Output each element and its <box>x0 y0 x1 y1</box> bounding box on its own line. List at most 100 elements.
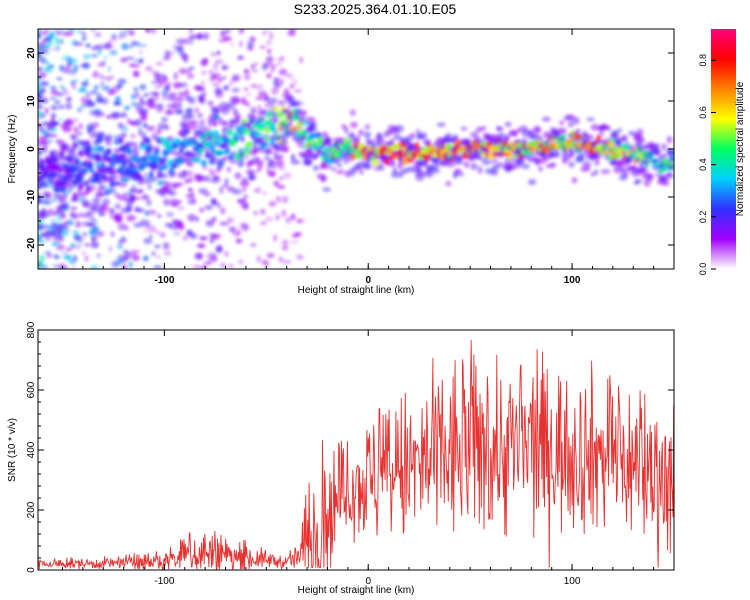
spectrogram-halo-cell <box>294 108 301 117</box>
spectrogram-noise-cell <box>252 210 259 216</box>
spectrogram-noise-cell <box>63 254 73 261</box>
spectrogram-halo-cell <box>320 175 327 182</box>
spectrogram-halo-cell <box>463 161 470 168</box>
colorbar-label: Normalized spectral amplitude <box>735 81 746 216</box>
spectrogram-halo-cell <box>106 134 113 141</box>
spectrogram-noise-cell <box>95 44 104 50</box>
spectrogram-noise-cell <box>220 206 226 215</box>
spectrogram-halo-cell <box>600 169 611 175</box>
spectrogram-halo-cell <box>177 171 183 179</box>
spectrogram-noise-cell <box>43 67 53 74</box>
spectrogram-halo-cell <box>187 153 198 160</box>
spectrogram-halo-cell <box>132 163 139 169</box>
spectrogram-halo-cell <box>239 180 250 187</box>
spectrogram-halo-cell <box>633 137 643 142</box>
spectrogram-ridge-cell <box>226 129 233 137</box>
spectrogram-noise-cell <box>181 53 189 61</box>
spectrogram-halo-cell <box>586 117 595 122</box>
spectrogram-noise-cell <box>284 73 294 78</box>
snr-y-tick-label: 400 <box>26 441 37 458</box>
spectrogram-noise-cell <box>159 232 166 238</box>
spectrogram-noise-cell <box>133 59 139 62</box>
spectrogram-noise-cell <box>50 89 59 96</box>
spectrogram-noise-cell <box>121 263 128 269</box>
spectrogram-halo-cell <box>234 172 242 180</box>
spectrogram-ridge-cell <box>122 160 127 168</box>
spectrogram-noise-cell <box>299 56 304 64</box>
spectrogram-halo-cell <box>648 173 655 179</box>
spectrogram-noise-cell <box>162 94 166 101</box>
snr-axes: -100 0 100 0 200 400 600 800 <box>26 321 675 587</box>
spectrogram-noise-cell <box>241 99 248 106</box>
spectrogram-halo-cell <box>426 169 431 174</box>
spectrogram-noise-cell <box>73 255 77 262</box>
spectrogram-noise-cell <box>289 83 295 89</box>
spectrogram-halo-cell <box>77 191 88 198</box>
spectrogram-halo-cell <box>290 159 301 165</box>
spectrogram-ridge-cell <box>271 127 278 134</box>
spectrogram-halo-cell <box>311 154 318 161</box>
spectrogram-noise-cell <box>96 253 101 258</box>
spectrogram-halo-cell <box>541 116 551 122</box>
spectrogram-noise-cell <box>82 32 87 36</box>
spectrogram-ridge-cell <box>83 180 89 186</box>
spectrogram-noise-cell <box>121 132 127 138</box>
spectrogram-halo-cell <box>143 237 153 245</box>
spectrogram-noise-cell <box>186 68 192 74</box>
spectrogram-halo-cell <box>80 182 85 187</box>
spectrogram-halo-cell <box>133 152 140 158</box>
spectrogram-noise-cell <box>279 176 284 180</box>
spectrogram-noise-cell <box>90 218 96 221</box>
spectrogram-noise-cell <box>91 29 96 32</box>
spectrogram-noise-cell <box>41 264 49 268</box>
spectrogram-noise-cell <box>110 34 117 38</box>
spectrogram-halo-cell <box>496 126 504 132</box>
spectrogram-noise-cell <box>121 236 125 240</box>
spectrogram-halo-cell <box>125 206 133 212</box>
spectrogram-noise-cell <box>185 170 194 177</box>
spectrogram-noise-cell <box>148 225 157 233</box>
spectrogram-ridge-cell <box>346 140 352 146</box>
colorbar-tick-label: 0.6 <box>698 106 708 119</box>
spectrogram-noise-cell <box>77 237 84 241</box>
spectrogram-noise-cell <box>163 198 171 206</box>
spectrogram-noise-cell <box>38 29 41 32</box>
spectrogram-noise-cell <box>209 236 214 244</box>
spectrogram-halo-cell <box>187 198 197 205</box>
spectrogram-noise-cell <box>294 80 298 85</box>
spectrogram-noise-cell <box>188 34 196 39</box>
spectrogram-halo-cell <box>134 206 140 212</box>
spectrogram-noise-cell <box>269 33 274 40</box>
spectrogram-halo-cell <box>72 213 78 220</box>
spectrogram-halo-cell <box>363 131 372 139</box>
spectrogram-halo-cell <box>256 115 265 123</box>
spectrogram-ridge-cell <box>160 137 165 142</box>
spectrogram-halo-cell <box>416 129 421 134</box>
spectrogram-noise-cell <box>197 112 203 119</box>
spectrogram-halo-cell <box>126 196 136 204</box>
spectrogram-halo-cell <box>92 207 99 213</box>
spectrogram-halo-cell <box>232 188 242 195</box>
spectrogram-halo-cell <box>445 181 452 187</box>
spectrogram-halo-cell <box>569 152 575 157</box>
spectrogram-halo-cell <box>58 203 69 210</box>
spectrogram-noise-cell <box>59 39 64 44</box>
spectrogram-noise-cell <box>73 63 79 71</box>
spectrogram-noise-cell <box>58 223 64 232</box>
spectrogram-halo-cell <box>49 211 59 216</box>
spectrogram-noise-cell <box>83 53 91 60</box>
spectrogram-ridge-cell <box>191 140 199 146</box>
spectrogram-halo-cell <box>457 157 464 165</box>
spectrogram-halo-cell <box>162 156 168 162</box>
spectrogram-noise-cell <box>84 243 90 247</box>
spectrogram-halo-cell <box>99 211 106 216</box>
spectrogram-noise-cell <box>295 219 302 223</box>
spectrogram-halo-cell <box>171 182 178 190</box>
spectrogram-halo-cell <box>390 159 395 165</box>
spectrogram-noise-cell <box>166 182 173 187</box>
spectrogram-halo-cell <box>146 141 152 148</box>
spectrogram-noise-cell <box>65 97 72 102</box>
spectrogram-ridge-cell <box>145 146 153 152</box>
spectrogram-halo-cell <box>273 152 278 160</box>
spectrogram-noise-cell <box>78 87 87 92</box>
